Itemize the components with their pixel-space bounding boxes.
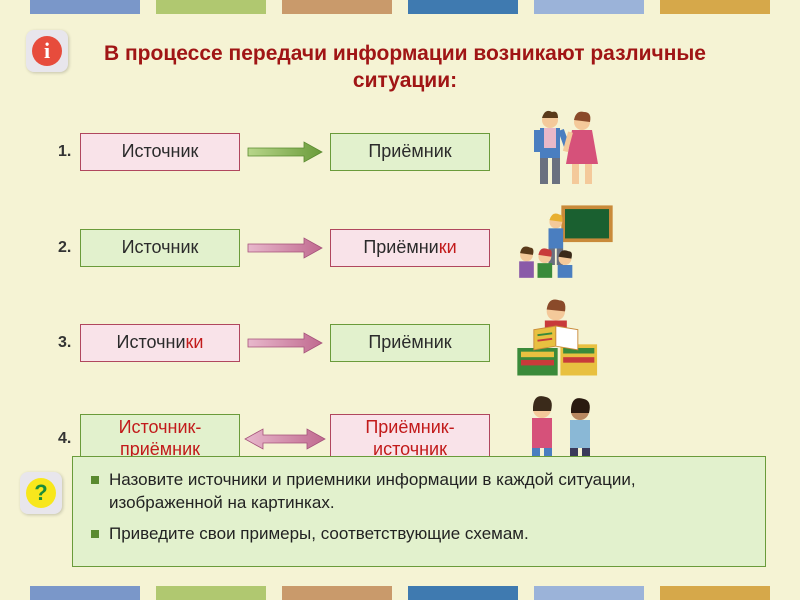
bar-seg [282,0,392,14]
arrow-right-icon [240,331,330,355]
row-num: 3. [58,334,80,352]
receiver-box-2: Приёмники [330,229,490,267]
row-num: 1. [58,143,80,161]
bar-seg [534,0,644,14]
bar-seg [408,0,518,14]
row-2: 2. Источник Приёмники [0,213,800,283]
receiver-box-1: Приёмник [330,133,490,171]
page-title: В процессе передачи информации возникают… [0,14,800,95]
bottom-bar [0,586,800,600]
receiver-box-3: Приёмник [330,324,490,362]
illustration-1 [510,107,620,187]
row-num: 4. [58,430,80,448]
illustration-3 [510,297,620,377]
row-num: 2. [58,239,80,257]
instructions-box: Назовите источники и приемники информаци… [72,456,766,567]
bar-seg [30,0,140,14]
question-icon: ? [20,472,62,514]
diagram-rows: 1. Источник Приёмник 2. Источн [0,117,800,475]
arrow-right-icon [240,236,330,260]
source-box-1: Источник [80,133,240,171]
source-box-3: Источники [80,324,240,362]
bar-seg [156,0,266,14]
bar-seg [156,586,266,600]
illustration-2 [510,203,620,283]
arrow-both-icon [240,427,330,451]
top-bar [0,0,800,14]
bar-seg [660,0,770,14]
arrow-right-icon [240,140,330,164]
bar-seg [534,586,644,600]
bar-seg [408,586,518,600]
instruction-item: Приведите свои примеры, соответствующие … [91,523,747,546]
source-box-2: Источник [80,229,240,267]
question-circle: ? [26,478,56,508]
row-3: 3. Источники Приёмник [0,309,800,377]
info-icon: i [26,30,68,72]
info-circle: i [32,36,62,66]
bar-seg [282,586,392,600]
instruction-item: Назовите источники и приемники информаци… [91,469,747,515]
bar-seg [30,586,140,600]
bar-seg [660,586,770,600]
row-1: 1. Источник Приёмник [0,117,800,187]
